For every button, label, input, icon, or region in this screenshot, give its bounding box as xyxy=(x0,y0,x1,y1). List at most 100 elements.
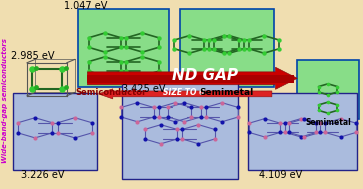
FancyArrow shape xyxy=(98,89,272,99)
Point xyxy=(188,115,194,119)
Point xyxy=(241,47,247,50)
Text: ND GAP: ND GAP xyxy=(172,68,238,83)
Point xyxy=(325,82,331,85)
Point xyxy=(33,86,39,89)
Point xyxy=(353,122,359,125)
Point xyxy=(277,122,283,125)
Point xyxy=(49,121,55,124)
Point xyxy=(203,106,209,109)
Point xyxy=(187,34,192,37)
Point xyxy=(134,120,140,123)
Point xyxy=(235,106,241,109)
Point xyxy=(201,47,207,50)
Point xyxy=(29,68,35,71)
Point xyxy=(334,91,340,94)
Point xyxy=(118,70,124,73)
Point xyxy=(206,47,212,50)
Point xyxy=(118,60,124,63)
Point xyxy=(334,109,340,112)
Point xyxy=(246,39,252,42)
Bar xyxy=(248,93,357,170)
Text: 1.047 eV: 1.047 eV xyxy=(64,1,107,11)
Point xyxy=(316,85,322,88)
Point xyxy=(246,122,252,125)
Point xyxy=(165,106,171,109)
Point xyxy=(198,115,204,119)
Point xyxy=(276,39,282,42)
Point xyxy=(219,101,225,104)
Point xyxy=(322,131,328,134)
Text: Wide-band-gap semiconductors: Wide-band-gap semiconductors xyxy=(2,38,8,163)
Point xyxy=(334,103,340,106)
Point xyxy=(142,128,147,131)
Point xyxy=(317,131,323,134)
Point xyxy=(179,137,185,140)
Point xyxy=(139,55,145,58)
Point xyxy=(246,47,252,50)
Point xyxy=(102,51,108,54)
Point xyxy=(325,112,331,115)
Point xyxy=(151,115,156,119)
Point xyxy=(212,128,218,131)
Point xyxy=(211,39,217,42)
Bar xyxy=(13,93,97,170)
Point xyxy=(277,131,283,134)
Point xyxy=(325,101,331,104)
Point xyxy=(172,120,178,123)
Point xyxy=(221,34,227,37)
Point xyxy=(102,74,108,77)
Point xyxy=(86,60,91,63)
Point xyxy=(212,137,218,140)
FancyArrow shape xyxy=(87,75,294,83)
Point xyxy=(302,117,307,120)
Text: Semiconductor: Semiconductor xyxy=(76,88,147,97)
Point xyxy=(72,116,78,119)
Point xyxy=(196,123,201,126)
Bar xyxy=(297,60,359,119)
Point xyxy=(32,136,38,139)
Point xyxy=(139,32,145,35)
Point xyxy=(182,101,187,104)
Point xyxy=(316,91,322,94)
Point xyxy=(325,93,331,96)
Point xyxy=(123,70,129,73)
Point xyxy=(262,136,268,139)
Bar xyxy=(180,9,274,88)
Point xyxy=(236,39,242,42)
Point xyxy=(241,39,247,42)
Point xyxy=(63,86,69,89)
Point xyxy=(246,131,252,134)
Point xyxy=(86,46,91,49)
Point xyxy=(156,36,162,39)
Text: 3.425 eV: 3.425 eV xyxy=(122,84,165,94)
Point xyxy=(55,121,61,124)
Point xyxy=(262,117,268,120)
Point xyxy=(49,131,55,134)
Point xyxy=(156,106,162,109)
Point xyxy=(33,66,39,69)
Point xyxy=(338,136,343,139)
Point xyxy=(286,131,292,134)
Point xyxy=(317,122,323,125)
Point xyxy=(123,36,129,39)
Point xyxy=(261,34,267,37)
Point xyxy=(286,122,292,125)
Point xyxy=(226,34,232,37)
Point xyxy=(32,116,38,119)
Point xyxy=(353,131,359,134)
Point xyxy=(151,106,156,109)
Point xyxy=(123,60,129,63)
Point xyxy=(89,121,95,124)
Point xyxy=(282,122,288,125)
Point xyxy=(261,52,267,55)
Point xyxy=(174,137,180,140)
Point xyxy=(55,131,61,134)
Point xyxy=(59,88,65,91)
Point xyxy=(179,128,185,131)
Point xyxy=(211,47,217,50)
Point xyxy=(118,36,124,39)
Bar xyxy=(78,9,169,88)
Point xyxy=(338,117,343,120)
Point xyxy=(182,120,187,123)
Point xyxy=(203,115,209,119)
